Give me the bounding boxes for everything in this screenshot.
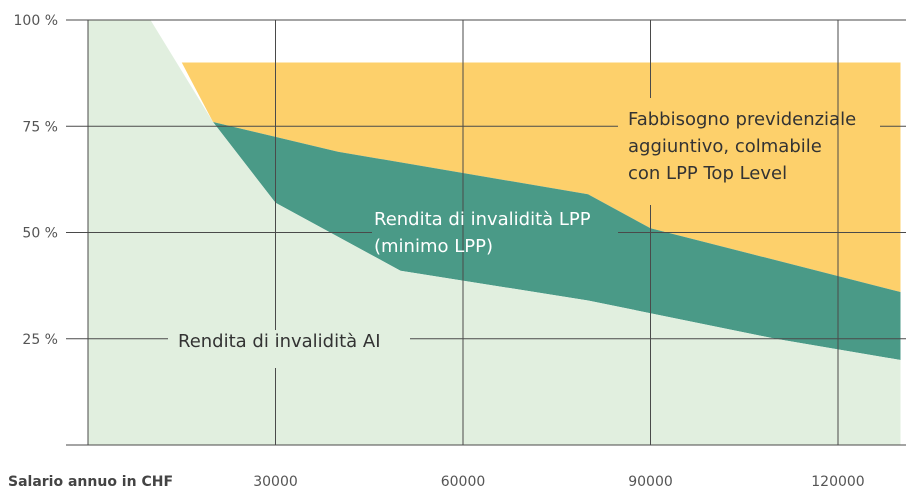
- area-label-line: (minimo LPP): [374, 236, 493, 257]
- area-label: Rendita di invalidità AI: [178, 331, 381, 352]
- area-label: Fabbisogno previdenziale aggiuntivo, colm…: [628, 109, 856, 184]
- y-axis: 100 % 75 % 50 % 25 %: [14, 13, 58, 348]
- area-lpp: [213, 122, 901, 360]
- y-tick-label: 75 %: [22, 119, 58, 135]
- x-tick-label: 90000: [628, 474, 673, 490]
- area-label-line: Fabbisogno previdenziale: [628, 109, 856, 130]
- area-labels: Fabbisogno previdenziale aggiuntivo, colm…: [178, 109, 856, 352]
- y-tick-label: 100 %: [14, 13, 58, 29]
- x-tick-label: 30000: [253, 474, 298, 490]
- area-label: Rendita di invalidità LPP (minimo LPP): [374, 209, 591, 257]
- area-label-line: con LPP Top Level: [628, 163, 787, 184]
- area-label-line: Rendita di invalidità LPP: [374, 209, 591, 230]
- area-lpp-top-level: [181, 62, 901, 292]
- gridlines: [66, 19, 906, 446]
- y-tick-label: 50 %: [22, 226, 58, 242]
- area-label-line: Rendita di invalidità AI: [178, 331, 381, 352]
- x-axis-title: Salario annuo in CHF: [8, 474, 173, 490]
- x-tick-label: 120000: [811, 474, 864, 490]
- x-tick-label: 60000: [441, 474, 486, 490]
- y-tick-label: 25 %: [22, 332, 58, 348]
- x-axis: 30000 60000 90000 120000: [253, 474, 865, 490]
- area-label-line: aggiuntivo, colmabile: [628, 136, 822, 157]
